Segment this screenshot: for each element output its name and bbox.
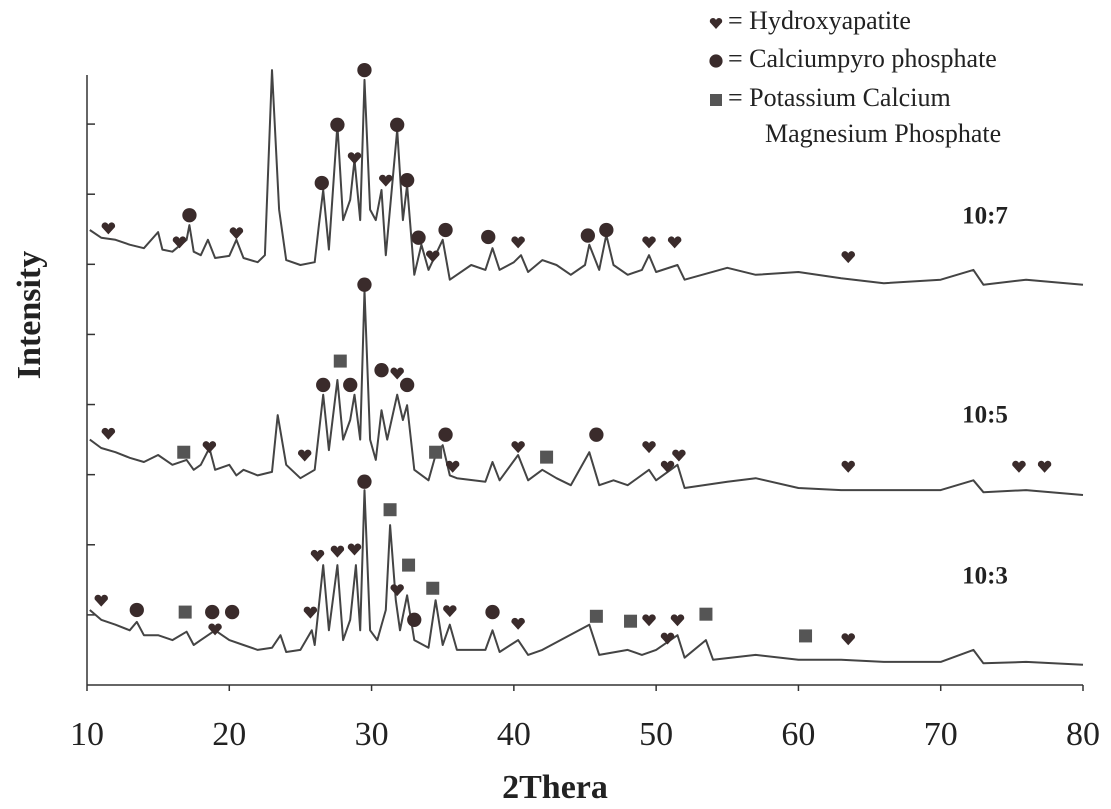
phase-marker bbox=[357, 62, 372, 78]
phase-marker bbox=[390, 584, 404, 597]
series-label: 10:7 bbox=[962, 203, 1008, 230]
phase-marker bbox=[182, 208, 197, 223]
phase-marker bbox=[511, 236, 525, 249]
phase-marker bbox=[94, 594, 108, 607]
trace bbox=[89, 69, 1084, 286]
phase-marker bbox=[660, 460, 675, 473]
phase-marker bbox=[589, 609, 603, 623]
phase-marker bbox=[178, 605, 192, 619]
phase-marker bbox=[383, 503, 397, 517]
phase-marker bbox=[511, 617, 525, 630]
phase-marker bbox=[399, 377, 415, 393]
trace bbox=[89, 489, 1084, 666]
phase-marker bbox=[1012, 460, 1026, 473]
phase-marker bbox=[202, 441, 217, 454]
phase-marker bbox=[429, 445, 443, 459]
phase-marker bbox=[402, 558, 416, 572]
phase-marker bbox=[379, 174, 393, 187]
phase-marker bbox=[841, 460, 855, 473]
phase-marker bbox=[224, 604, 240, 620]
phase-marker bbox=[399, 173, 415, 188]
phase-marker bbox=[407, 612, 422, 627]
phase-marker bbox=[129, 602, 144, 618]
phase-marker bbox=[485, 604, 500, 620]
phase-marker bbox=[589, 427, 604, 442]
phase-marker bbox=[330, 545, 345, 558]
phase-marker bbox=[540, 450, 554, 464]
phase-marker bbox=[642, 614, 656, 627]
x-tick-label: 80 bbox=[1066, 716, 1100, 753]
phase-marker bbox=[672, 449, 686, 462]
phase-marker bbox=[303, 606, 318, 619]
x-tick-label: 50 bbox=[639, 716, 673, 753]
phase-marker bbox=[709, 17, 723, 29]
phase-marker bbox=[670, 614, 685, 627]
phase-marker bbox=[438, 427, 453, 442]
legend-label: Magnesium Phosphate bbox=[765, 119, 1001, 148]
phase-marker bbox=[699, 607, 713, 621]
phase-marker bbox=[357, 474, 372, 489]
phase-marker bbox=[481, 229, 496, 245]
phase-marker bbox=[205, 604, 220, 620]
x-tick-label: 10 bbox=[70, 716, 104, 753]
phase-marker bbox=[709, 54, 723, 68]
phase-marker bbox=[642, 236, 656, 249]
phase-marker bbox=[580, 228, 595, 243]
phase-marker bbox=[347, 152, 362, 165]
phase-marker bbox=[177, 445, 191, 459]
x-tick-label: 20 bbox=[212, 716, 246, 753]
y-axis-title: Intensity bbox=[11, 251, 48, 379]
phase-marker bbox=[411, 230, 426, 245]
phase-marker bbox=[841, 633, 855, 646]
phase-marker bbox=[660, 632, 675, 645]
phase-marker bbox=[330, 117, 345, 132]
phase-marker bbox=[642, 441, 656, 454]
phase-marker bbox=[229, 227, 244, 240]
phase-marker bbox=[390, 367, 404, 380]
phase-marker bbox=[172, 236, 187, 249]
phase-marker bbox=[374, 363, 389, 378]
phase-marker bbox=[599, 222, 614, 238]
phase-marker bbox=[443, 605, 457, 618]
legend-label: = Calciumpyro phosphate bbox=[728, 44, 997, 73]
phase-marker bbox=[511, 441, 525, 454]
series-label: 10:5 bbox=[962, 402, 1008, 429]
phase-marker bbox=[314, 175, 329, 191]
phase-marker bbox=[347, 543, 362, 556]
phase-marker bbox=[624, 614, 638, 628]
x-tick-label: 70 bbox=[924, 716, 958, 753]
legend-label: = Potassium Calcium bbox=[728, 83, 951, 112]
phase-marker bbox=[101, 427, 116, 440]
phase-marker bbox=[445, 460, 460, 473]
x-tick-label: 40 bbox=[497, 716, 531, 753]
phase-marker bbox=[710, 94, 722, 106]
x-tick-label: 30 bbox=[355, 716, 389, 753]
phase-marker bbox=[316, 377, 331, 393]
series-label: 10:3 bbox=[962, 563, 1008, 590]
phase-marker bbox=[357, 277, 372, 292]
x-axis-title: 2Thera bbox=[502, 769, 608, 806]
phase-marker bbox=[841, 251, 855, 264]
phase-marker bbox=[667, 236, 682, 249]
legend-label: = Hydroxyapatite bbox=[728, 6, 911, 35]
phase-marker bbox=[208, 623, 222, 636]
phase-marker bbox=[426, 250, 440, 263]
phase-marker bbox=[333, 354, 347, 368]
x-tick-label: 60 bbox=[781, 716, 815, 753]
phase-marker bbox=[343, 377, 358, 393]
trace bbox=[89, 289, 1084, 496]
phase-marker bbox=[799, 629, 813, 643]
phase-marker bbox=[426, 581, 440, 595]
phase-marker bbox=[1037, 460, 1052, 473]
phase-marker bbox=[101, 222, 116, 235]
phase-marker bbox=[310, 549, 325, 562]
phase-marker bbox=[297, 449, 312, 462]
phase-marker bbox=[438, 222, 453, 238]
phase-marker bbox=[390, 117, 405, 132]
